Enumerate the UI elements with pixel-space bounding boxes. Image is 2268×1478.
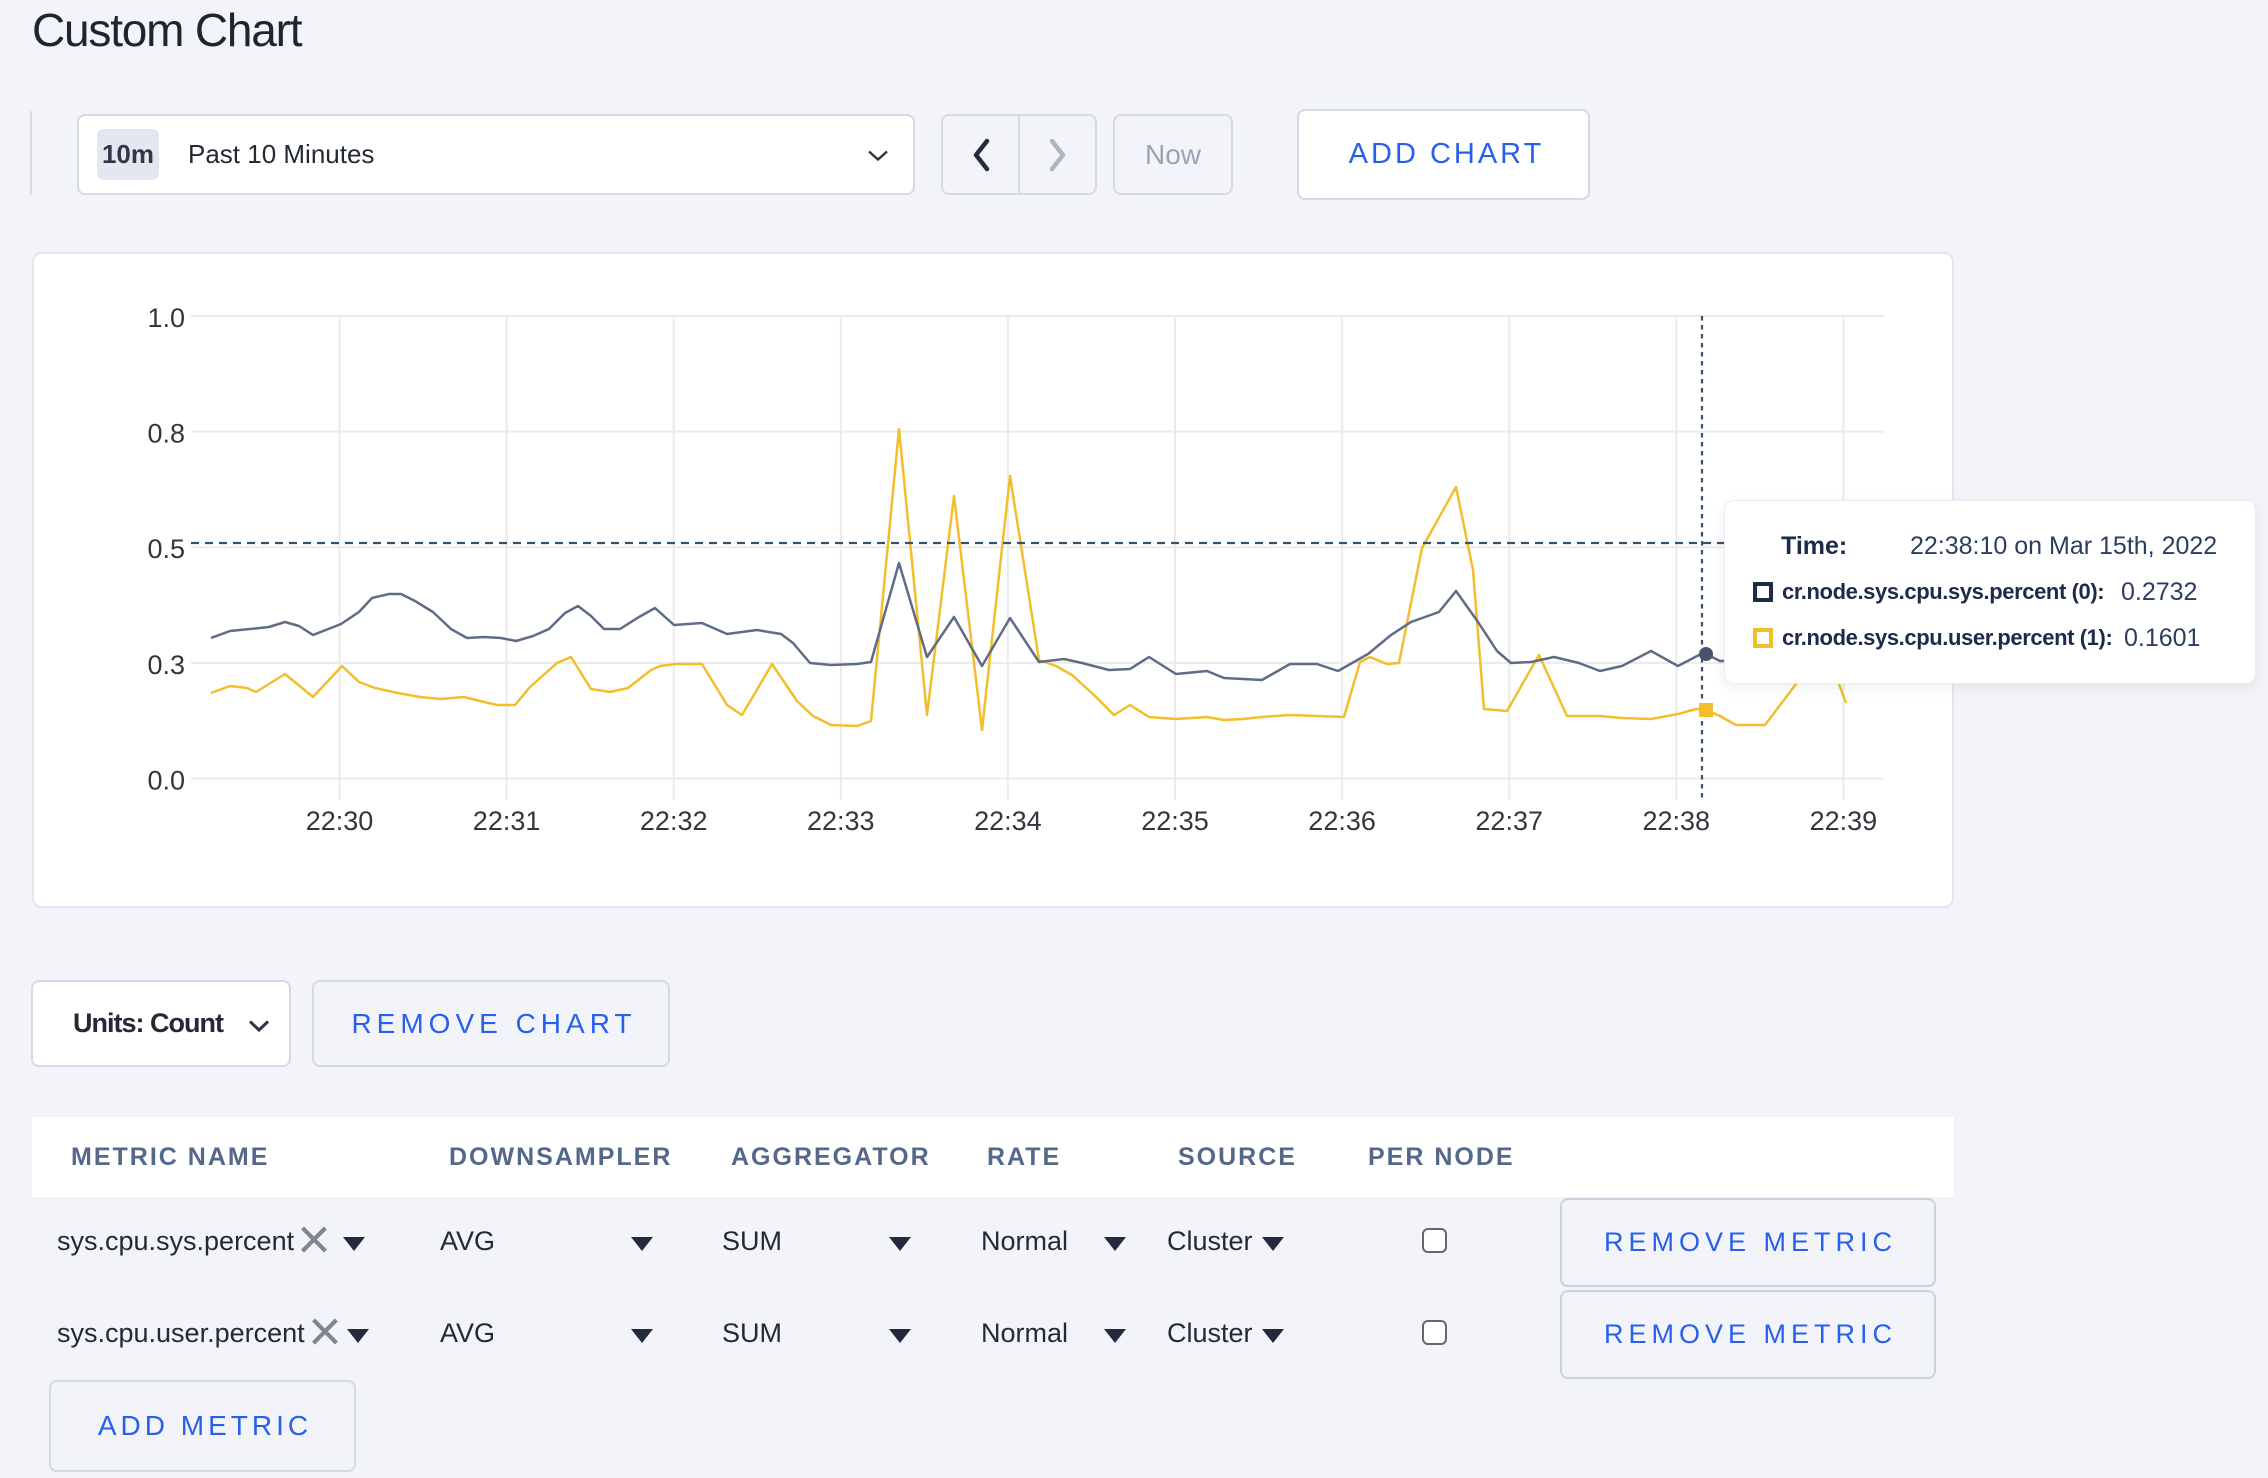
svg-text:0.8: 0.8: [147, 419, 185, 449]
svg-text:22:38: 22:38: [1643, 806, 1711, 836]
svg-text:22:33: 22:33: [807, 806, 875, 836]
svg-text:22:32: 22:32: [640, 806, 708, 836]
svg-text:22:39: 22:39: [1810, 806, 1878, 836]
svg-text:22:37: 22:37: [1475, 806, 1543, 836]
svg-text:22:30: 22:30: [306, 806, 374, 836]
svg-text:22:36: 22:36: [1308, 806, 1376, 836]
svg-text:0.5: 0.5: [147, 534, 185, 564]
svg-text:22:35: 22:35: [1141, 806, 1209, 836]
svg-text:22:34: 22:34: [974, 806, 1042, 836]
svg-text:22:31: 22:31: [473, 806, 541, 836]
svg-text:0.3: 0.3: [147, 650, 185, 680]
svg-text:1.0: 1.0: [147, 303, 185, 333]
svg-text:0.0: 0.0: [147, 766, 185, 796]
